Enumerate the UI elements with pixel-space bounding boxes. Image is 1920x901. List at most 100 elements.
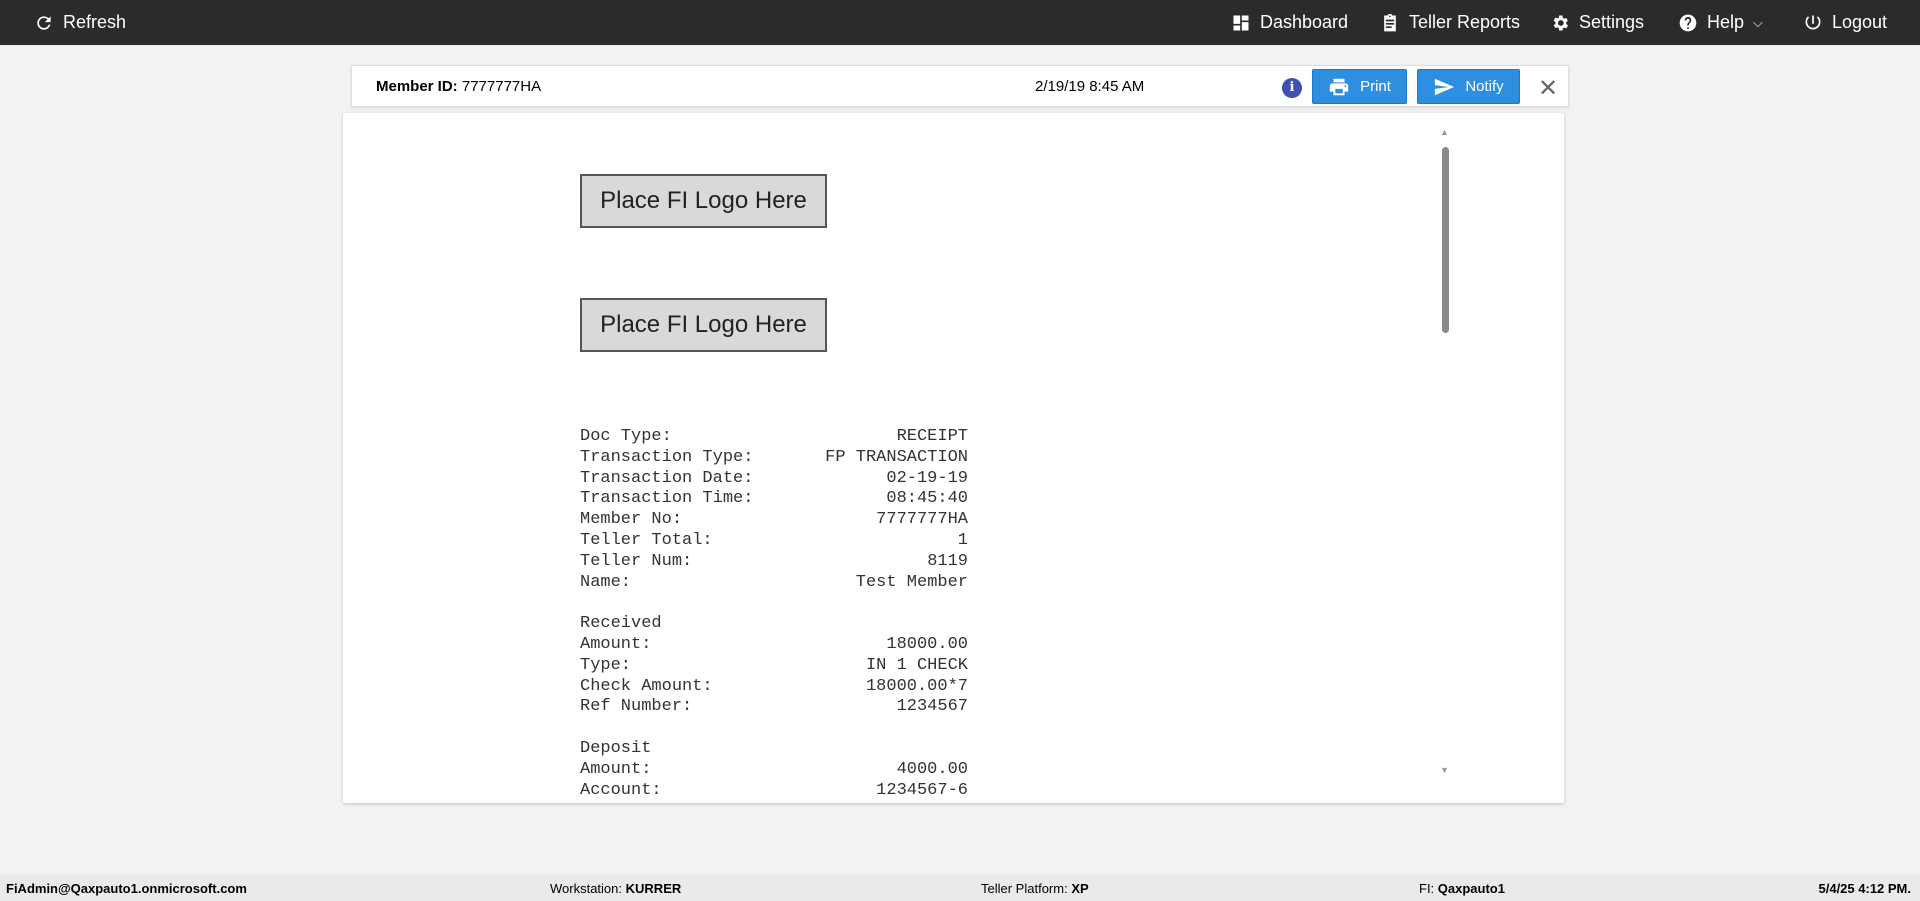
receipt-row: Deposit [580,739,968,760]
receipt-document-viewer: Place FI Logo Here Place FI Logo Here Do… [343,113,1564,803]
receipt-label: Ref Number: [580,697,693,717]
receipt-row: Name: Test Member [580,573,968,594]
receipt-label: Check Amount: [580,676,713,696]
teller-reports-label: Teller Reports [1409,12,1521,32]
workstation-status: Workstation: KURRER [550,881,681,896]
dashboard-icon [1233,15,1249,30]
power-icon [1805,15,1821,29]
top-nav-bar: Refresh Dashboard Teller Reports Setting… [0,0,1920,45]
receipt-row: Check Amount: 18000.00*7 [580,677,968,698]
receipt-value: 02-19-19 [886,468,968,488]
platform-status: Teller Platform: XP [981,881,1089,896]
receipt-label: Transaction Date: [580,468,754,488]
member-id-label: Member ID: [376,78,458,95]
receipt-row: Teller Total: 1 [580,531,968,552]
refresh-button[interactable]: Refresh [34,0,126,45]
notify-button[interactable]: Notify [1417,69,1520,104]
receipt-value: 1 [957,530,968,550]
receipt-label: Type: [580,655,632,675]
dashboard-label: Dashboard [1260,12,1349,32]
receipt-label: Teller Total: [580,530,713,550]
receipt-value: 1234567 [896,697,968,717]
scroll-up-arrow-icon[interactable]: ▲ [1440,127,1449,137]
member-id-value: 7777777HA [461,78,542,95]
chevron-down-icon: ⌵ [1753,14,1763,30]
receipt-label: Account: [580,780,662,799]
current-user: FiAdmin@Qaxpauto1.onmicrosoft.com [6,881,247,896]
receipt-row: Account: 1234567-6 [580,781,968,799]
platform-value: XP [1071,881,1089,896]
printer-icon [1329,78,1349,95]
info-icon[interactable]: i [1282,78,1302,98]
receipt-row: Amount: 4000.00 [580,760,968,781]
receipt-value: 4000.00 [896,759,968,779]
receipt-row: Ref Number: 1234567 [580,697,968,718]
fi-label: FI: [1419,881,1435,896]
send-icon [1435,78,1455,95]
receipt-value: IN 1 CHECK [865,655,968,675]
scroll-down-arrow-icon[interactable]: ▼ [1440,765,1449,775]
receipt-row: Received [580,614,968,635]
receipt-value: 1234567-6 [876,780,968,799]
fi-logo-placeholder: Place FI Logo Here [580,298,827,352]
document-scrollbar[interactable]: ▲ ▼ [1438,127,1452,775]
fi-logo-placeholder: Place FI Logo Here [580,174,827,228]
workstation-label: Workstation: [550,881,623,896]
member-id: Member ID: 7777777HA [376,78,541,95]
receipt-row: Doc Type: RECEIPT [580,427,968,448]
clipboard-icon [1384,13,1396,31]
receipt-value: Test Member [855,572,968,592]
receipt-row: Transaction Type: FP TRANSACTION [580,448,968,469]
gear-icon [1553,15,1568,30]
logout-label: Logout [1832,12,1888,32]
refresh-icon [37,15,51,30]
print-label: Print [1360,78,1391,95]
receipt-row: Amount: 18000.00 [580,635,968,656]
receipt-value: 18000.00*7 [865,676,968,696]
settings-label: Settings [1579,12,1645,32]
notify-label: Notify [1465,78,1504,95]
receipt-value: 8119 [927,551,968,571]
receipt-label: Transaction Type: [580,447,754,467]
member-header-bar: Member ID: 7777777HA 2/19/19 8:45 AM i P… [351,65,1569,107]
receipt-row: Type: IN 1 CHECK [580,656,968,677]
refresh-label: Refresh [63,12,127,32]
scrollbar-thumb[interactable] [1442,147,1449,333]
receipt-value: FP TRANSACTION [825,447,968,467]
receipt-row [580,718,968,739]
dashboard-link[interactable]: Dashboard [1231,0,1348,45]
help-icon [1679,14,1697,31]
receipt-row: Transaction Date: 02-19-19 [580,469,968,490]
workstation-value: KURRER [625,881,682,896]
fi-value: Qaxpauto1 [1437,881,1505,896]
receipt-label: Amount: [580,634,652,654]
fi-status: FI: Qaxpauto1 [1419,881,1505,896]
receipt-label: Doc Type: [580,427,672,446]
platform-label: Teller Platform: [981,881,1068,896]
receipt-value: 7777777HA [876,510,968,530]
receipt-row: Member No: 7777777HA [580,510,968,531]
receipt-label: Transaction Time: [580,489,754,509]
receipt-label: Amount: [580,759,652,779]
settings-link[interactable]: Settings [1550,0,1644,45]
receipt-text: Doc Type: RECEIPT Transaction Type: FP TRAN… [580,427,968,799]
status-footer: FiAdmin@Qaxpauto1.onmicrosoft.com Workst… [0,875,1920,901]
help-label: Help [1707,12,1745,32]
close-icon[interactable]: ✕ [1538,75,1559,102]
print-button[interactable]: Print [1312,69,1407,104]
receipt-label: Member No: [580,510,683,530]
receipt-label: Name: [580,572,632,592]
receipt-row: Teller Num: 8119 [580,552,968,573]
transaction-datetime: 2/19/19 8:45 AM [1035,78,1145,95]
receipt-row: Transaction Time: 08:45:40 [580,489,968,510]
teller-reports-link[interactable]: Teller Reports [1380,0,1520,45]
receipt-value: RECEIPT [896,427,968,446]
footer-datetime: 5/4/25 4:12 PM. [1818,881,1912,896]
receipt-value: 18000.00 [886,634,968,654]
receipt-label: Received [580,614,662,634]
receipt-label: Teller Num: [580,551,693,571]
receipt-row [580,593,968,614]
receipt-label: Deposit [580,738,652,758]
logout-button[interactable]: Logout [1803,0,1887,45]
help-menu[interactable]: Help ⌵ [1678,0,1763,45]
